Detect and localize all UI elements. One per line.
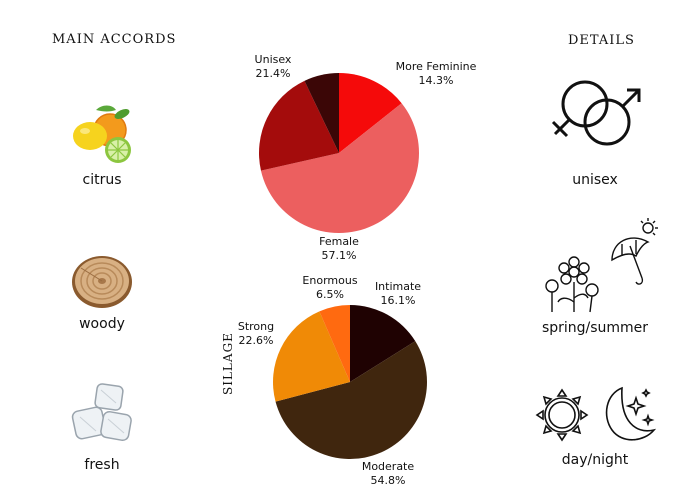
slice-value-label: 16.1%: [381, 294, 416, 307]
accord-woody: woody: [42, 254, 162, 332]
sillage-title: SILLAGE: [221, 332, 235, 395]
flowers-umbrella-sun-icon: [545, 218, 658, 313]
sun-moon-icon: [535, 386, 657, 442]
details-heading: DETAILS: [568, 33, 635, 48]
pie-slice: [319, 305, 350, 382]
detail-unisex: unisex: [515, 72, 675, 188]
slice-value-label: 54.8%: [371, 474, 406, 487]
pie-slice: [260, 103, 420, 234]
slice-value-label: 21.4%: [256, 67, 291, 80]
detail-label: day/night: [561, 452, 629, 468]
citrus-fruits-icon: [73, 105, 131, 163]
pie-slice: [259, 80, 339, 171]
slice-value-label: 22.6%: [239, 334, 274, 347]
detail-time: day/night: [515, 382, 675, 468]
pie-slice: [350, 305, 416, 382]
slice-label: Unisex: [255, 53, 292, 66]
slice-label: Intimate: [375, 280, 421, 293]
accord-fresh: fresh: [42, 381, 162, 473]
pie-slice: [273, 311, 350, 402]
pie-slice: [339, 73, 402, 153]
main-accords-heading: MAIN ACCORDS: [52, 32, 177, 47]
slice-label: Moderate: [362, 460, 415, 473]
accord-label: woody: [79, 316, 125, 332]
wood-slice-icon: [72, 256, 132, 308]
slice-value-label: 14.3%: [419, 74, 454, 87]
slice-label: More Feminine: [396, 60, 477, 73]
slice-value-label: 57.1%: [322, 249, 357, 262]
accord-label: fresh: [84, 457, 120, 473]
slice-label: Female: [319, 235, 359, 248]
gender-symbols-icon: [551, 80, 641, 146]
detail-label: spring/summer: [541, 320, 649, 336]
detail-label: unisex: [572, 172, 618, 188]
accord-label: citrus: [82, 172, 122, 188]
ice-cubes-icon: [71, 383, 132, 442]
slice-value-label: 6.5%: [316, 288, 344, 301]
pie-slice: [304, 73, 339, 153]
pie-slice: [275, 341, 427, 459]
slice-label: Strong: [238, 320, 274, 333]
detail-season: spring/summer: [515, 216, 675, 336]
slice-label: Enormous: [302, 274, 357, 287]
accord-citrus: citrus: [42, 104, 162, 188]
